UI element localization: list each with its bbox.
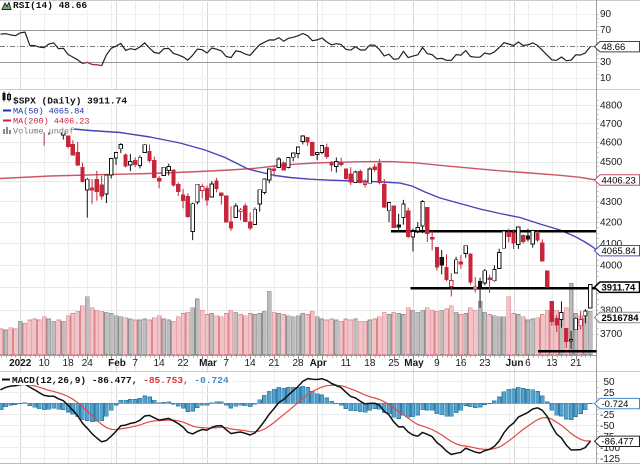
svg-text:MA(50) 4065.84: MA(50) 4065.84 [13,107,84,117]
svg-text:28: 28 [292,358,304,369]
svg-text:-125: -125 [600,454,620,464]
svg-text:3700: 3700 [600,329,623,340]
svg-text:24: 24 [82,358,94,369]
svg-text:Jun: Jun [506,358,524,369]
svg-text:11: 11 [341,358,352,369]
svg-text:4500: 4500 [600,157,623,168]
svg-text:22: 22 [177,358,189,369]
svg-text:6: 6 [525,358,531,369]
svg-text:25: 25 [604,388,616,399]
svg-text:4300: 4300 [600,197,623,208]
svg-text:Volume undef: Volume undef [13,127,74,137]
svg-text:-86.477: -86.477 [602,437,634,448]
svg-text:4600: 4600 [600,138,623,149]
svg-text:4065.84: 4065.84 [602,246,636,257]
svg-text:-50: -50 [600,421,615,432]
svg-text:-25: -25 [600,410,615,421]
svg-text:Feb: Feb [108,358,126,369]
svg-text:9: 9 [434,358,440,369]
svg-text:3911.74: 3911.74 [602,283,637,294]
svg-text:13: 13 [546,358,558,369]
svg-text:4200: 4200 [600,218,623,229]
svg-text:Apr: Apr [310,358,327,369]
svg-text:14: 14 [154,358,166,369]
svg-text:May: May [404,358,424,369]
svg-text:16: 16 [455,358,467,369]
svg-text:48.66: 48.66 [602,42,626,53]
svg-text:10: 10 [600,73,612,84]
svg-text:18: 18 [364,358,376,369]
svg-text:30: 30 [600,57,612,68]
svg-text:$SPX (Daily) 3911.74: $SPX (Daily) 3911.74 [13,96,127,107]
svg-text:7: 7 [223,358,229,369]
svg-text:21: 21 [269,358,281,369]
svg-text:4406.23: 4406.23 [602,175,636,186]
svg-text:90: 90 [600,9,612,20]
svg-text:4700: 4700 [600,119,623,130]
svg-text:23: 23 [479,358,491,369]
svg-text:RSI(14) 48.66: RSI(14) 48.66 [13,0,87,11]
svg-text:MACD(12,26,9) -86.477, -85.753: MACD(12,26,9) -86.477, -85.753, -0.724 [12,375,229,386]
svg-text:MA(200) 4406.23: MA(200) 4406.23 [13,117,90,127]
svg-text:4000: 4000 [600,261,623,272]
svg-text:2022: 2022 [9,358,32,369]
svg-text:14: 14 [245,358,257,369]
svg-text:10: 10 [39,358,51,369]
svg-text:2516784: 2516784 [602,313,640,324]
svg-text:4100: 4100 [600,239,623,250]
svg-text:-0.724: -0.724 [602,399,629,410]
svg-text:18: 18 [63,358,75,369]
svg-text:-100: -100 [600,443,620,454]
svg-text:21: 21 [570,358,582,369]
svg-text:7: 7 [132,358,138,369]
svg-text:50: 50 [604,377,616,388]
svg-text:3800: 3800 [600,306,623,317]
svg-text:25: 25 [388,358,400,369]
svg-text:70: 70 [600,25,612,36]
svg-text:Mar: Mar [199,358,217,369]
svg-text:4800: 4800 [600,100,623,111]
